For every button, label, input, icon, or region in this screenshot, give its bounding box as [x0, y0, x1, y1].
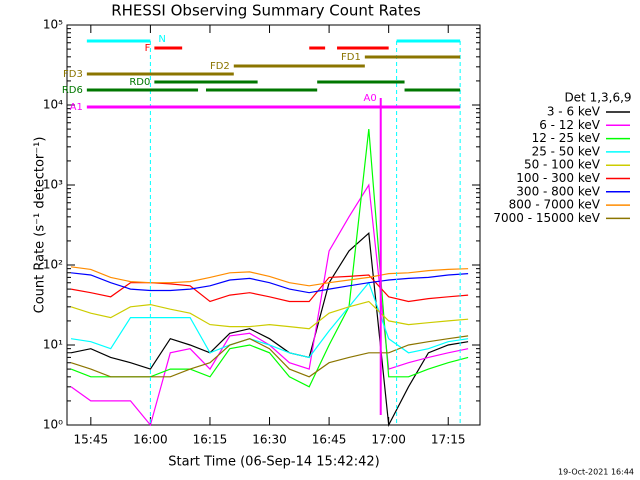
series-line — [70, 231, 469, 428]
x-axis-label: Start Time (06-Sep-14 15:42:42) — [168, 455, 379, 470]
y-tick-label: 10⁵ — [43, 18, 63, 32]
y-tick-label: 10³ — [43, 178, 63, 192]
series-line — [70, 281, 469, 359]
legend-label: 3 - 6 keV — [547, 105, 601, 119]
legend-title: Det 1,3,6,9 — [564, 91, 631, 105]
flag-label: RD6 — [62, 85, 83, 96]
legend-label: 50 - 100 keV — [524, 158, 601, 172]
flag-label: A1 — [70, 102, 83, 113]
x-tick-label: 15:45 — [74, 433, 109, 447]
series-line — [70, 272, 469, 294]
legend-label: 300 - 800 keV — [516, 184, 600, 198]
plot-frame — [66, 24, 481, 426]
legend-label: 7000 - 15000 keV — [493, 211, 600, 225]
footer: 19-Oct-2021 16:44 — [558, 468, 634, 477]
y-tick-label: 10⁴ — [43, 98, 63, 112]
series-line — [70, 266, 469, 287]
x-tick-label: 16:30 — [252, 433, 287, 447]
legend-label: 100 - 300 keV — [516, 171, 600, 185]
series-line — [70, 335, 469, 378]
series-line — [70, 300, 469, 330]
flag-label: N — [158, 34, 165, 45]
x-tick-label: 17:15 — [431, 433, 466, 447]
x-tick-label: 16:00 — [133, 433, 168, 447]
legend-label: 25 - 50 keV — [532, 144, 601, 158]
flag-label: FD1 — [341, 52, 361, 63]
legend-label: 6 - 12 keV — [539, 118, 601, 132]
y-tick-label: 10¹ — [43, 338, 63, 352]
x-tick-label: 16:45 — [312, 433, 347, 447]
flag-label: A0 — [364, 93, 377, 104]
y-tick-label: 10⁰ — [43, 418, 63, 432]
series-line — [70, 274, 469, 303]
flag-label: RD0 — [129, 77, 150, 88]
legend-label: 12 - 25 keV — [532, 131, 601, 145]
series-line — [70, 183, 469, 427]
flag-label: FD3 — [63, 69, 83, 80]
x-tick-label: 16:15 — [193, 433, 228, 447]
flag-label: FD2 — [210, 61, 230, 72]
y-axis-label: Count Rate (s⁻¹ detector⁻¹) — [33, 137, 48, 314]
chart-title: RHESSI Observing Summary Count Rates — [111, 2, 421, 20]
y-tick-label: 10² — [43, 258, 63, 272]
x-tick-label: 17:00 — [371, 433, 406, 447]
flag-label: F — [145, 43, 151, 54]
legend-label: 800 - 7000 keV — [509, 198, 601, 212]
